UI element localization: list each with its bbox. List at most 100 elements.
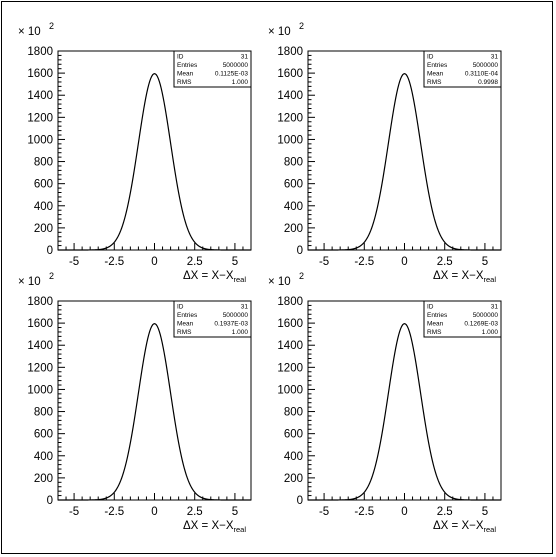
stats-key: ID <box>177 54 184 61</box>
y-tick-label: 1000 <box>27 134 53 146</box>
histogram-panel-4: 0 200 400 600 800 1000 1200 1400 1600 1800 -5 -2.5 0… <box>268 271 502 534</box>
y-tick-label: 1800 <box>27 46 53 58</box>
y-exponent-power: 2 <box>49 21 54 31</box>
x-tick-label: -5 <box>319 506 329 518</box>
y-exponent-power: 2 <box>299 21 304 31</box>
x-tick-label: -5 <box>319 256 329 268</box>
y-tick-label: 600 <box>284 179 303 191</box>
stats-key: ID <box>427 304 434 311</box>
stats-value: 31 <box>241 304 249 311</box>
stats-box <box>423 50 502 88</box>
y-tick-label: 1200 <box>277 362 303 374</box>
stats-value: 5000000 <box>473 62 499 69</box>
x-tick-label: 2.5 <box>187 506 203 518</box>
stats-key: RMS <box>427 329 442 336</box>
histogram-panel-2: 0 200 400 600 800 1000 1200 1400 1600 1800 -5 -2.5 0… <box>268 21 502 284</box>
x-axis-title: ΔX = X−Xreal <box>433 520 496 534</box>
x-axis-title-subscript: real <box>234 275 247 284</box>
y-tick-label: 0 <box>47 245 53 257</box>
y-tick-label: 200 <box>34 473 53 485</box>
x-tick-label: 0 <box>151 256 157 268</box>
y-tick-label: 200 <box>34 223 53 235</box>
x-tick-label: 5 <box>482 256 488 268</box>
stats-key: Mean <box>177 71 194 78</box>
stats-value: 5000000 <box>473 312 499 319</box>
y-tick-label: 0 <box>47 495 53 507</box>
y-exponent-label: × 10 <box>18 26 41 38</box>
histogram-curve <box>308 323 501 501</box>
y-tick-label: 800 <box>34 157 53 169</box>
stats-key: ID <box>427 54 434 61</box>
x-tick-label: 0 <box>401 256 407 268</box>
x-axis-title-subscript: real <box>234 525 247 534</box>
y-exponent-label: × 10 <box>18 276 41 288</box>
y-exponent-power: 2 <box>299 271 304 281</box>
stats-value: 31 <box>491 304 499 311</box>
y-tick-label: 800 <box>34 407 53 419</box>
y-tick-label: 400 <box>34 201 53 213</box>
histogram-panel-1: 0 200 400 600 800 1000 1200 1400 1600 1800 -5 -2.5 0… <box>18 21 252 284</box>
y-tick-label: 800 <box>284 157 303 169</box>
stats-key: Mean <box>427 71 444 78</box>
stats-value: 5000000 <box>223 312 249 319</box>
x-tick-label: -2.5 <box>354 506 374 518</box>
stats-value: 0.1269E-03 <box>464 321 498 328</box>
y-tick-label: 1000 <box>277 384 303 396</box>
y-tick-label: 1400 <box>277 90 303 102</box>
y-tick-label: 400 <box>34 451 53 463</box>
x-tick-label: 5 <box>232 506 238 518</box>
y-tick-label: 200 <box>284 223 303 235</box>
stats-key: Entries <box>177 312 198 319</box>
stats-value: 1.000 <box>482 329 499 336</box>
x-axis-title-subscript: real <box>484 525 497 534</box>
stats-value: 1.000 <box>232 79 249 86</box>
stats-value: 0.1937E-03 <box>214 321 248 328</box>
x-axis-title-subscript: real <box>484 275 497 284</box>
y-tick-label: 1400 <box>27 340 53 352</box>
y-tick-label: 800 <box>284 407 303 419</box>
x-tick-label: 0 <box>401 506 407 518</box>
histogram-curve <box>58 73 251 251</box>
stats-box <box>423 300 502 338</box>
x-tick-label: -2.5 <box>104 256 124 268</box>
y-tick-label: 0 <box>297 495 303 507</box>
x-tick-label: 2.5 <box>437 256 453 268</box>
y-tick-label: 1800 <box>277 296 303 308</box>
y-tick-label: 200 <box>284 473 303 485</box>
x-tick-label: 2.5 <box>437 506 453 518</box>
x-tick-label: -2.5 <box>104 506 124 518</box>
y-tick-label: 600 <box>284 429 303 441</box>
y-tick-label: 400 <box>284 201 303 213</box>
y-tick-label: 1400 <box>277 340 303 352</box>
stats-box <box>173 50 252 88</box>
stats-value: 31 <box>241 54 249 61</box>
stats-key: Mean <box>177 321 194 328</box>
y-exponent-label: × 10 <box>268 276 291 288</box>
x-axis-title: ΔX = X−Xreal <box>433 270 496 284</box>
x-tick-label: 5 <box>232 256 238 268</box>
stats-key: RMS <box>177 329 192 336</box>
x-tick-label: 0 <box>151 506 157 518</box>
histogram-panel-3: 0 200 400 600 800 1000 1200 1400 1600 1800 -5 -2.5 0… <box>18 271 252 534</box>
x-tick-label: 2.5 <box>187 256 203 268</box>
stats-key: RMS <box>427 79 442 86</box>
x-tick-label: 5 <box>482 506 488 518</box>
stats-key: RMS <box>177 79 192 86</box>
y-tick-label: 1200 <box>277 112 303 124</box>
histogram-curve <box>308 73 501 251</box>
stats-value: 5000000 <box>223 62 249 69</box>
y-tick-label: 1000 <box>27 384 53 396</box>
x-tick-label: -5 <box>69 506 79 518</box>
x-tick-label: -2.5 <box>354 256 374 268</box>
stats-box <box>173 300 252 338</box>
y-tick-label: 1200 <box>27 112 53 124</box>
stats-value: 0.1125E-03 <box>215 71 249 78</box>
y-tick-label: 1600 <box>277 318 303 330</box>
y-tick-label: 1600 <box>27 68 53 80</box>
stats-key: Entries <box>427 62 448 69</box>
stats-value: 0.3110E-04 <box>465 71 499 78</box>
histogram-curve <box>58 323 251 501</box>
x-axis-title: ΔX = X−Xreal <box>183 270 246 284</box>
